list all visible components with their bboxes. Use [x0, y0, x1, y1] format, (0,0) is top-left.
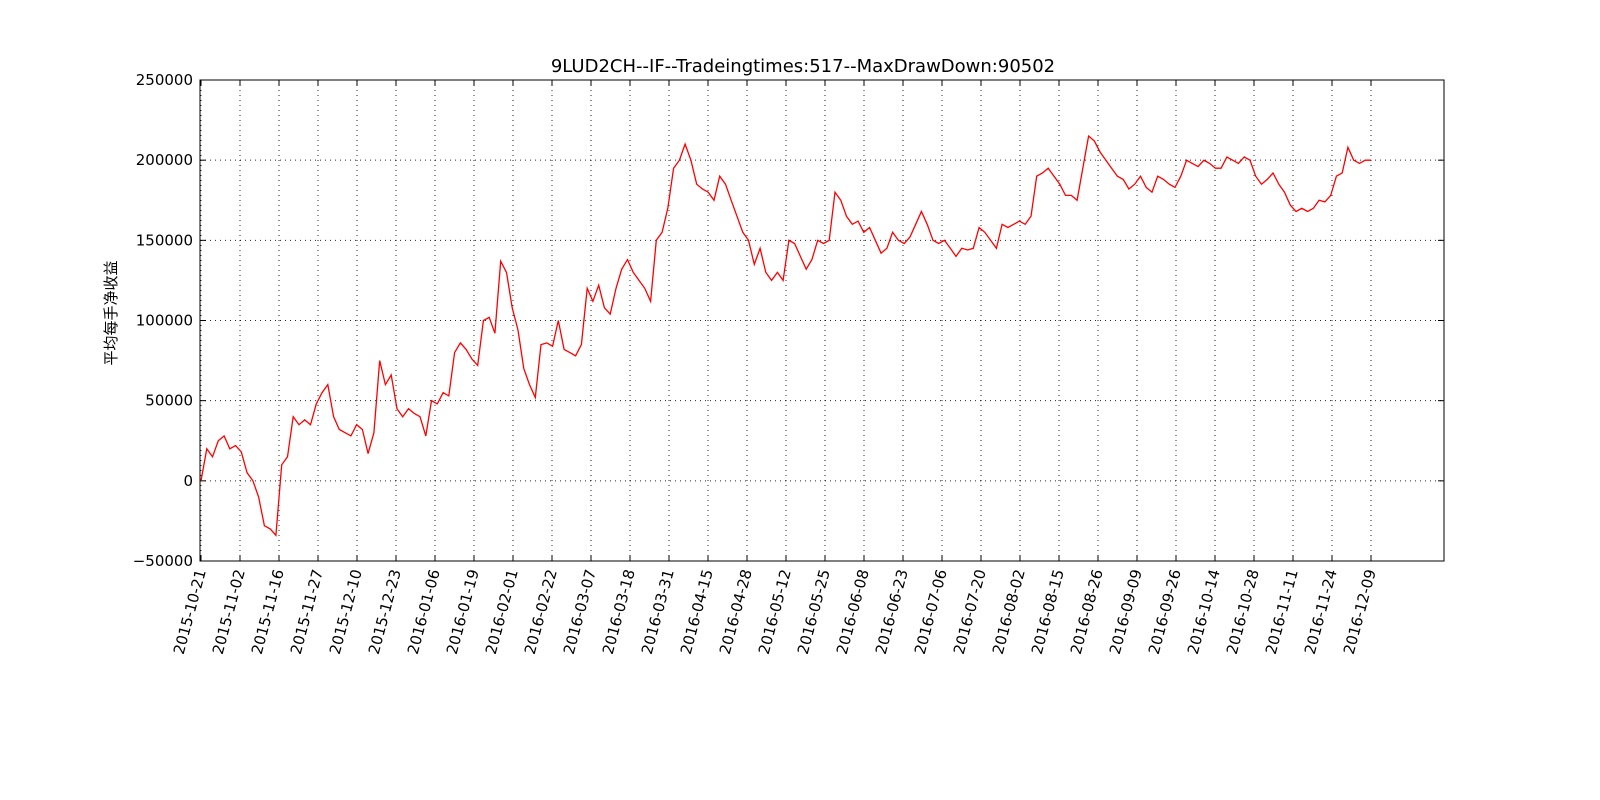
y-tick-label: −50000 [133, 552, 193, 570]
grid-lines [200, 80, 1444, 561]
y-tick-label: 250000 [136, 71, 193, 89]
y-tick-label: 200000 [136, 151, 193, 169]
series-line [200, 134, 1371, 537]
y-tick-labels: 250000 200000 150000 100000 50000 0 −50000 [133, 71, 193, 570]
y-tick-label: 0 [183, 472, 193, 490]
y-tick-label: 150000 [136, 231, 193, 249]
y-tick-label: 100000 [136, 312, 193, 330]
plot-frame [199, 79, 1445, 562]
y-tick-label: 50000 [145, 392, 193, 410]
y-axis-label: 平均每手净收益 [102, 260, 120, 365]
chart-title: 9LUD2CH--IF--Tradeingtimes:517--MaxDrawD… [551, 56, 1055, 77]
